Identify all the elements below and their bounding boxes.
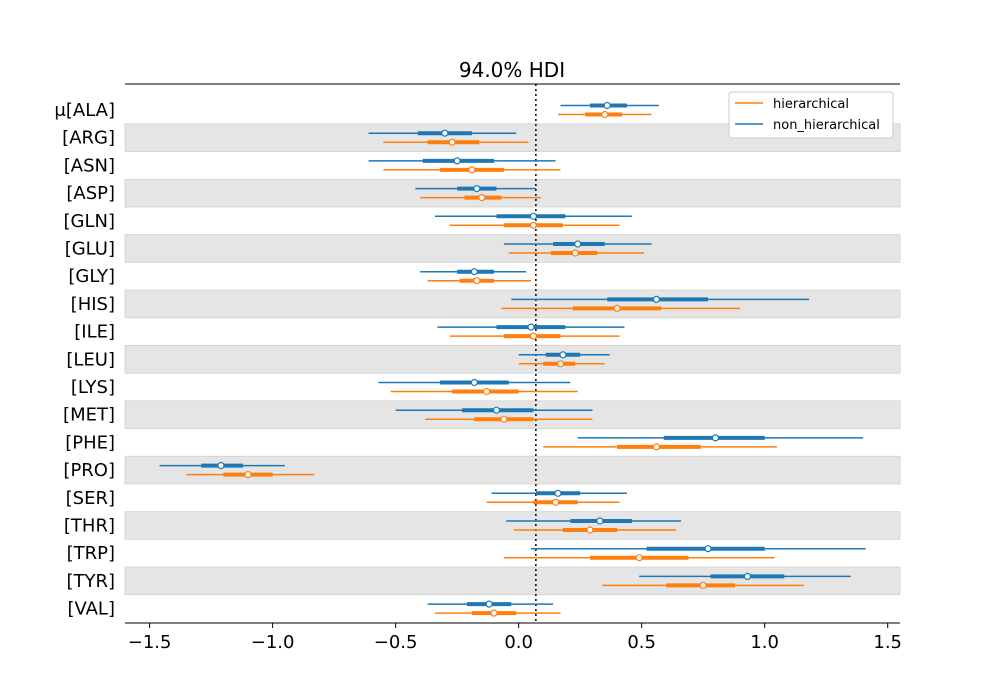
median-point-hierarchical [448, 138, 456, 146]
median-point-hierarchical [529, 221, 538, 229]
y-tick-label: [PRO] [63, 460, 115, 481]
row-band [124, 178, 901, 208]
x-tick-label: 0.0 [504, 632, 533, 653]
median-point-non_hierarchical [529, 212, 538, 220]
median-point-non_hierarchical [470, 268, 478, 276]
row-band [124, 345, 901, 374]
row-bands [124, 123, 901, 596]
median-point-non_hierarchical [470, 378, 478, 387]
median-point-non_hierarchical [743, 572, 752, 581]
median-point-hierarchical [556, 360, 565, 368]
median-point-non_hierarchical [554, 489, 562, 497]
median-point-hierarchical [244, 471, 252, 479]
y-tick-labels: μ[ALA] [ARG] [ASN] [ASP] [GLN] [GLU] [GLY] [HIS… [54, 100, 115, 620]
legend-label-non_hierarchical: non_hierarchical [773, 118, 880, 133]
median-point-non_hierarchical [711, 434, 720, 442]
row-band [124, 400, 901, 429]
row-band [124, 234, 901, 263]
median-point-hierarchical [529, 332, 538, 340]
median-point-hierarchical [635, 554, 643, 562]
median-point-non_hierarchical [652, 295, 661, 303]
row-band [124, 455, 901, 485]
median-point-hierarchical [500, 415, 508, 423]
median-point-non_hierarchical [574, 240, 582, 248]
median-point-hierarchical [478, 194, 486, 202]
y-tick-label: μ[ALA] [54, 100, 115, 121]
median-point-hierarchical [551, 498, 560, 506]
median-point-hierarchical [601, 110, 609, 119]
median-point-hierarchical [473, 277, 481, 285]
y-tick-label: [HIS] [71, 294, 115, 315]
x-axis: −1.5 −1.0 −0.5 0.0 0.5 1.0 1.5 [125, 622, 902, 653]
row-band [124, 566, 901, 596]
x-tick-label: 1.5 [873, 632, 902, 653]
median-point-non_hierarchical [527, 323, 535, 331]
median-point-non_hierarchical [704, 545, 712, 553]
median-point-hierarchical [699, 581, 707, 590]
x-tick-label: −1.0 [251, 632, 295, 653]
y-tick-label: [ILE] [74, 322, 115, 343]
median-point-hierarchical [613, 304, 621, 312]
x-tick-label: −1.5 [128, 632, 172, 653]
row-band [124, 289, 901, 319]
y-tick-label: [GLY] [68, 266, 115, 287]
y-tick-label: [GLU] [65, 239, 115, 260]
x-tick-label: 1.0 [750, 632, 779, 653]
y-tick-label: [LEU] [66, 349, 115, 370]
y-tick-label: [TRP] [67, 543, 115, 564]
legend: hierarchical non_hierarchical [728, 91, 894, 139]
median-point-non_hierarchical [473, 185, 481, 193]
y-tick-label: [SER] [66, 488, 115, 509]
median-point-hierarchical [468, 166, 476, 174]
row-band [124, 511, 901, 540]
legend-box [728, 91, 894, 139]
median-point-non_hierarchical [559, 351, 567, 359]
y-tick-label: [THR] [64, 516, 115, 537]
median-point-non_hierarchical [492, 406, 501, 414]
median-point-hierarchical [483, 387, 491, 396]
x-tick-label: 0.5 [627, 632, 656, 653]
y-tick-label: [ARG] [62, 128, 115, 149]
y-tick-label: [GLN] [64, 211, 116, 232]
y-tick-label: [ASN] [64, 155, 115, 176]
median-point-non_hierarchical [441, 129, 449, 137]
median-point-hierarchical [652, 443, 661, 451]
median-point-non_hierarchical [485, 600, 493, 608]
median-point-non_hierarchical [596, 517, 604, 525]
y-tick-label: [VAL] [67, 599, 115, 620]
median-point-non_hierarchical [217, 462, 225, 470]
y-tick-label: [ASP] [66, 183, 115, 204]
median-point-non_hierarchical [603, 101, 611, 110]
median-point-hierarchical [490, 609, 498, 617]
chart-title: 94.0% HDI [459, 58, 565, 82]
median-point-non_hierarchical [453, 157, 461, 165]
y-tick-label: [PHE] [65, 432, 115, 453]
y-tick-label: [MET] [63, 405, 115, 426]
legend-label-hierarchical: hierarchical [773, 97, 849, 112]
y-tick-label: [TYR] [66, 571, 115, 592]
median-point-hierarchical [586, 526, 594, 534]
x-tick-label: −0.5 [374, 632, 418, 653]
y-tick-label: [LYS] [71, 377, 115, 398]
interval-marks [159, 101, 866, 617]
median-point-hierarchical [571, 249, 579, 257]
